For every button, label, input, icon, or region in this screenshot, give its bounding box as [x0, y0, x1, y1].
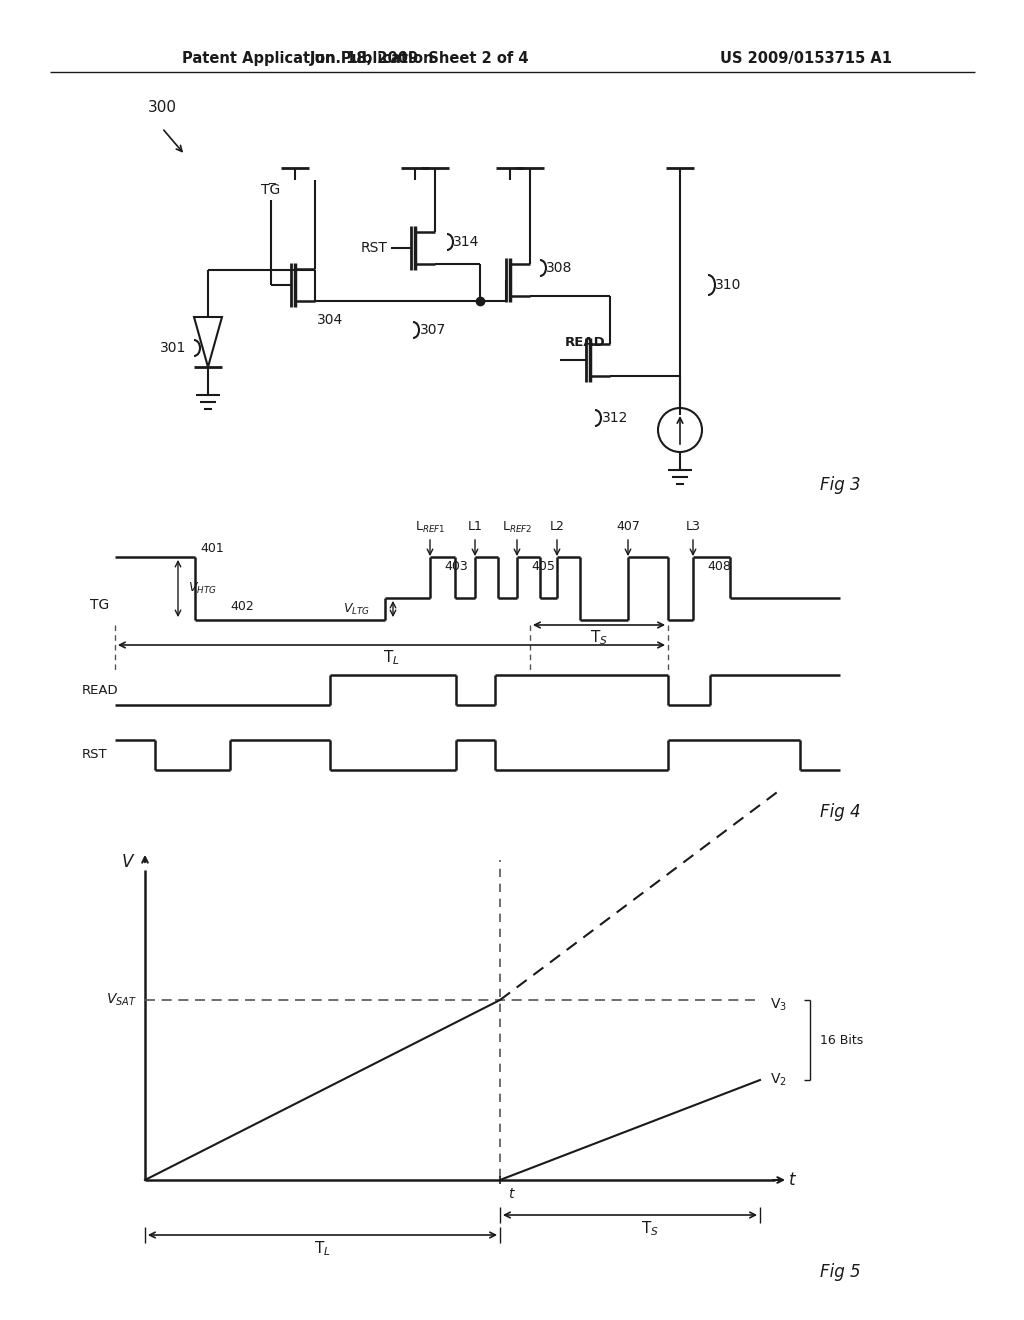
- Text: RST: RST: [360, 242, 387, 255]
- Text: 407: 407: [616, 520, 640, 533]
- Text: READ: READ: [82, 684, 119, 697]
- Text: Fig 5: Fig 5: [820, 1263, 860, 1280]
- Text: V$_3$: V$_3$: [770, 997, 787, 1014]
- Text: $V_{SAT}$: $V_{SAT}$: [106, 991, 137, 1008]
- Text: T$_L$: T$_L$: [313, 1239, 331, 1258]
- Text: 301: 301: [160, 341, 186, 355]
- Text: 16 Bits: 16 Bits: [820, 1034, 863, 1047]
- Text: 401: 401: [200, 541, 224, 554]
- Text: 408: 408: [707, 561, 731, 573]
- Text: 308: 308: [546, 261, 572, 275]
- Text: 300: 300: [148, 100, 177, 116]
- Text: 304: 304: [317, 313, 343, 327]
- Text: V: V: [122, 853, 133, 871]
- Text: L$_{REF1}$: L$_{REF1}$: [415, 520, 445, 535]
- Text: 403: 403: [444, 561, 468, 573]
- Text: V$_2$: V$_2$: [770, 1072, 786, 1088]
- Text: TG: TG: [261, 183, 281, 197]
- Text: T$_L$: T$_L$: [383, 648, 399, 668]
- Text: T$_S$: T$_S$: [590, 628, 608, 647]
- Text: $V_{HTG}$: $V_{HTG}$: [188, 581, 217, 595]
- Text: $V_{LTG}$: $V_{LTG}$: [343, 602, 370, 616]
- Text: L2: L2: [550, 520, 564, 533]
- Text: 310: 310: [715, 279, 741, 292]
- Text: t: t: [508, 1187, 513, 1201]
- Text: T$_S$: T$_S$: [641, 1220, 658, 1238]
- Text: READ: READ: [564, 335, 605, 348]
- Text: US 2009/0153715 A1: US 2009/0153715 A1: [720, 50, 892, 66]
- Text: Fig 4: Fig 4: [820, 803, 860, 821]
- Text: 402: 402: [230, 601, 254, 614]
- Text: t: t: [788, 1171, 796, 1189]
- Text: 405: 405: [531, 561, 555, 573]
- Text: Jun. 18, 2009  Sheet 2 of 4: Jun. 18, 2009 Sheet 2 of 4: [310, 50, 529, 66]
- Text: 307: 307: [420, 323, 446, 337]
- Text: Patent Application Publication: Patent Application Publication: [182, 50, 433, 66]
- Text: L1: L1: [468, 520, 482, 533]
- Text: ─: ─: [267, 178, 274, 187]
- Text: L$_{REF2}$: L$_{REF2}$: [502, 520, 532, 535]
- Text: Fig 3: Fig 3: [820, 477, 860, 494]
- Text: 314: 314: [453, 235, 479, 249]
- Text: RST: RST: [82, 748, 108, 762]
- Text: L3: L3: [685, 520, 700, 533]
- Text: TG: TG: [90, 598, 110, 612]
- Text: 312: 312: [602, 411, 629, 425]
